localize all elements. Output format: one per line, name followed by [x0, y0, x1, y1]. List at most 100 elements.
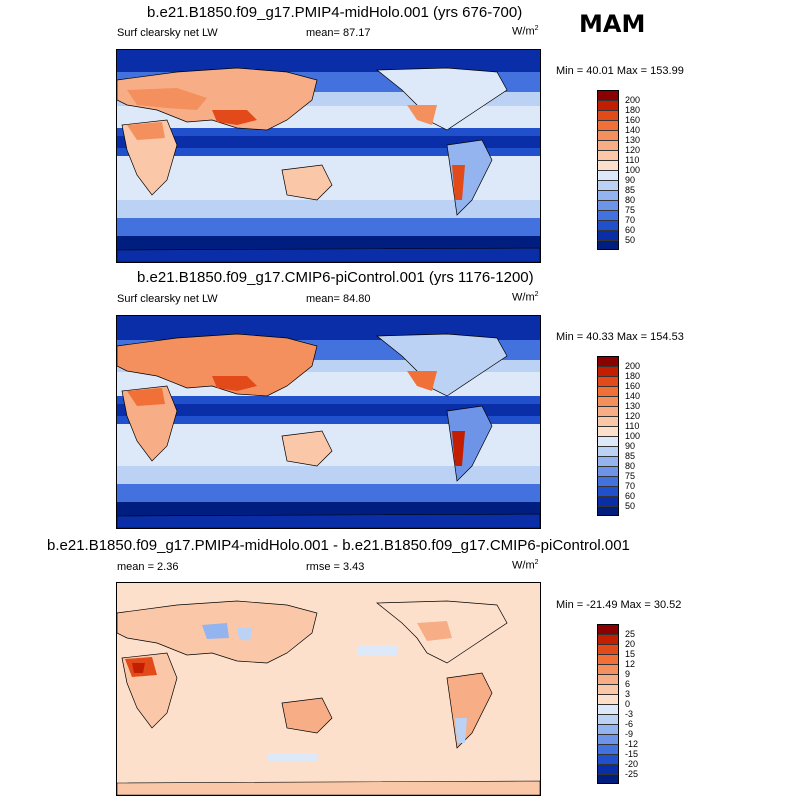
- colorbar-swatch: [597, 774, 619, 784]
- colorbar-tick-label: 90: [625, 175, 636, 185]
- colorbar-tick-label: 15: [625, 649, 636, 659]
- panel-3-mean: mean = 2.36: [117, 561, 179, 573]
- panel-1-mean: mean= 87.17: [306, 27, 371, 39]
- colorbar-swatch: [597, 180, 619, 190]
- colorbar-swatch: [597, 210, 619, 220]
- arctic-band: [117, 50, 540, 72]
- colorbar-tick-label: 130: [625, 401, 641, 411]
- panel-3-minmax: Min = -21.49 Max = 30.52: [556, 599, 682, 611]
- north-america-landmass: [376, 67, 508, 131]
- colorbar-tick-label: 100: [625, 165, 641, 175]
- colorbar-swatch: [597, 150, 619, 160]
- colorbar-tick-label: 50: [625, 501, 636, 511]
- eurasia-landmass: [117, 67, 318, 131]
- colorbar-tick-label: 180: [625, 105, 641, 115]
- colorbar-swatch: [597, 160, 619, 170]
- colorbar-swatch: [597, 724, 619, 734]
- colorbar-swatch: [597, 190, 619, 200]
- colorbar-tick-label: -12: [625, 739, 639, 749]
- colorbar-tick-label: 140: [625, 125, 641, 135]
- colorbar-tick-label: 25: [625, 629, 636, 639]
- colorbar-swatch: [597, 486, 619, 496]
- panel-2-mean: mean= 84.80: [306, 293, 371, 305]
- colorbar-tick-label: 20: [625, 639, 636, 649]
- australia-landmass: [281, 164, 333, 201]
- colorbar-tick-label: 9: [625, 669, 631, 679]
- colorbar-tick-label: 80: [625, 195, 636, 205]
- panel-3-title: b.e21.B1850.f09_g17.PMIP4-midHolo.001 - …: [47, 537, 630, 554]
- panel-1-minmax: Min = 40.01 Max = 153.99: [556, 65, 684, 77]
- colorbar-swatch: [597, 634, 619, 644]
- panel-1-variable-label: Surf clearsky net LW: [117, 27, 218, 39]
- colorbar-tick-label: 110: [625, 155, 640, 165]
- colorbar-swatch: [597, 714, 619, 724]
- colorbar-tick-label: 0: [625, 699, 631, 709]
- colorbar-swatch: [597, 376, 619, 386]
- colorbar-tick-label: 120: [625, 411, 641, 421]
- panel-1-title: b.e21.B1850.f09_g17.PMIP4-midHolo.001 (y…: [147, 4, 523, 21]
- colorbar-swatch: [597, 366, 619, 376]
- colorbar-tick-label: 100: [625, 431, 641, 441]
- colorbar-tick-label: 3: [625, 689, 631, 699]
- colorbar-swatch: [597, 694, 619, 704]
- panel-1-map: [116, 49, 541, 263]
- colorbar-swatch: [597, 654, 619, 664]
- colorbar-tick-label: 60: [625, 225, 636, 235]
- colorbar-swatch: [597, 624, 619, 634]
- colorbar-swatch: [597, 416, 619, 426]
- colorbar-tick-label: -9: [625, 729, 634, 739]
- colorbar-swatch: [597, 764, 619, 774]
- colorbar-tick-label: 85: [625, 185, 636, 195]
- colorbar-tick-label: -3: [625, 709, 634, 719]
- colorbar-tick-label: 50: [625, 235, 636, 245]
- panel-2-title: b.e21.B1850.f09_g17.CMIP6-piControl.001 …: [137, 269, 534, 286]
- colorbar-tick-label: 120: [625, 145, 641, 155]
- colorbar-swatch: [597, 200, 619, 210]
- colorbar-tick-label: -15: [625, 749, 639, 759]
- season-label: MAM: [579, 10, 646, 38]
- colorbar-swatch: [597, 230, 619, 240]
- colorbar-swatch: [597, 240, 619, 250]
- colorbar-swatch: [597, 644, 619, 654]
- panel-2-map: [116, 315, 541, 529]
- colorbar-tick-label: 200: [625, 361, 641, 371]
- panel-1-units: W/m2: [512, 25, 539, 38]
- colorbar-tick-label: 180: [625, 371, 641, 381]
- colorbar-swatch: [597, 396, 619, 406]
- colorbar-swatch: [597, 466, 619, 476]
- panel-3-units: W/m2: [512, 559, 539, 572]
- colorbar-tick-label: 85: [625, 451, 636, 461]
- panel-3-map: [116, 582, 541, 796]
- colorbar-tick-label: 90: [625, 441, 636, 451]
- colorbar-swatch: [597, 170, 619, 180]
- colorbar-swatch: [597, 436, 619, 446]
- colorbar-tick-label: -25: [625, 769, 639, 779]
- colorbar-tick-label: 75: [625, 205, 636, 215]
- panel-2-colorbar: 200 180 160 140 130 120 110 100 90 85 80 75 70 60 50: [597, 356, 657, 516]
- colorbar-tick-label: 12: [625, 659, 636, 669]
- colorbar-swatch: [597, 120, 619, 130]
- colorbar-swatch: [597, 90, 619, 100]
- colorbar-swatch: [597, 476, 619, 486]
- panel-1-colorbar: 200 180 160 140 130 120 110 100 90 85 80 75 70 60 50: [597, 90, 657, 250]
- colorbar-tick-label: 130: [625, 135, 641, 145]
- africa-landmass: [121, 119, 178, 196]
- colorbar-swatch: [597, 506, 619, 516]
- panel-2-units: W/m2: [512, 291, 539, 304]
- colorbar-swatch: [597, 356, 619, 366]
- colorbar-swatch: [597, 744, 619, 754]
- colorbar-swatch: [597, 684, 619, 694]
- panel-2-variable-label: Surf clearsky net LW: [117, 293, 218, 305]
- panel-3-colorbar: 25 20 15 12 9 6 3 0 -3 -6 -9 -12 -15 -20 -25: [597, 624, 657, 784]
- colorbar-tick-label: 6: [625, 679, 631, 689]
- colorbar-swatch: [597, 664, 619, 674]
- colorbar-swatch: [597, 496, 619, 506]
- colorbar-tick-label: 110: [625, 421, 640, 431]
- colorbar-tick-label: -20: [625, 759, 639, 769]
- colorbar-tick-label: 70: [625, 481, 636, 491]
- colorbar-swatch: [597, 674, 619, 684]
- panel-2-minmax: Min = 40.33 Max = 154.53: [556, 331, 684, 343]
- colorbar-swatch: [597, 456, 619, 466]
- colorbar-tick-label: 80: [625, 461, 636, 471]
- colorbar-tick-label: 160: [625, 381, 641, 391]
